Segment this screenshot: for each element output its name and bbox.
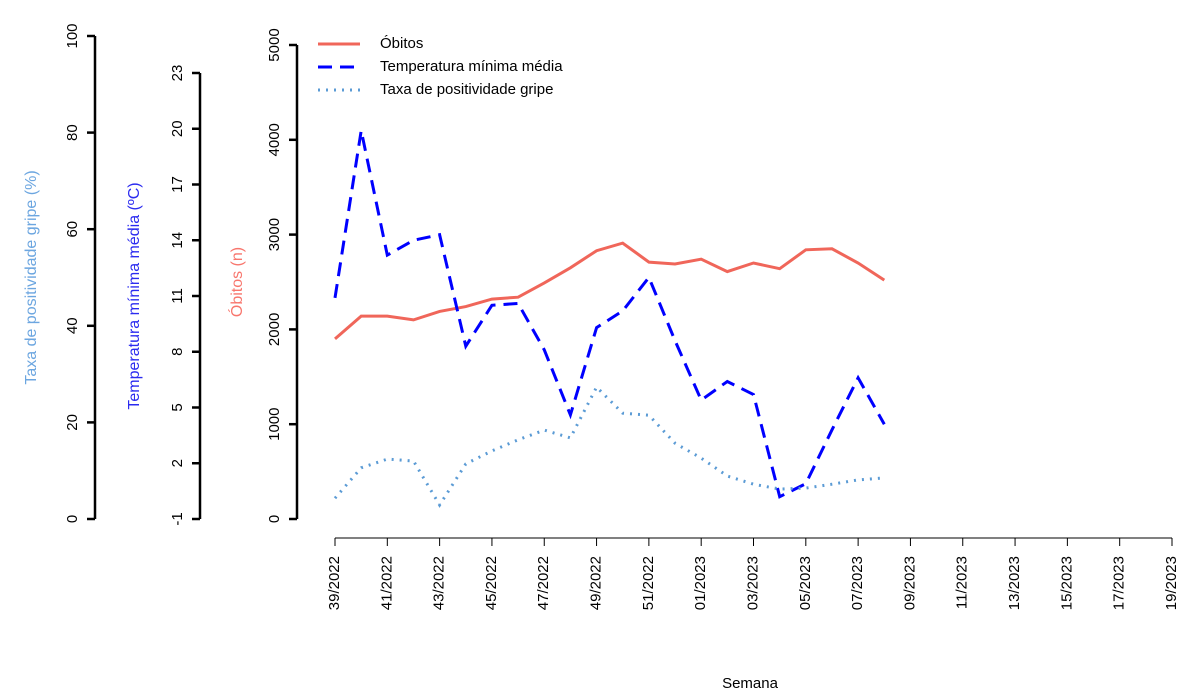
y-tick-label: 0 (266, 515, 283, 523)
x-tick-label: 03/2023 (744, 556, 761, 610)
series-line (334, 241, 886, 341)
legend-label: Óbitos (380, 35, 423, 52)
y-tick-label: 8 (169, 348, 186, 356)
x-tick-label: 15/2023 (1058, 556, 1075, 610)
x-axis-title: Semana (722, 675, 779, 692)
x-tick-label: 45/2022 (483, 556, 500, 610)
y-tick-label: 5000 (266, 28, 283, 61)
y-tick-label: 40 (64, 317, 81, 334)
y-tick-label: 80 (64, 124, 81, 141)
y-axis-title: Óbitos (n) (227, 247, 246, 317)
y-tick-label: 23 (169, 65, 186, 82)
y-axis-title: Taxa de positividade gripe (%) (23, 170, 40, 384)
legend-label: Temperatura mínima média (380, 58, 563, 75)
y-tick-label: 14 (169, 232, 186, 249)
x-tick-label: 19/2023 (1163, 556, 1180, 610)
series-line (333, 130, 886, 499)
x-tick-label: 49/2022 (588, 556, 605, 610)
y-tick-label: 1000 (266, 408, 283, 441)
y-axis-title: Temperatura mínima média (ºC) (126, 182, 143, 409)
y-tick-label: 2000 (266, 313, 283, 346)
x-tick-label: 39/2022 (326, 556, 343, 610)
y-tick-label: 2 (169, 459, 186, 467)
y-tick-label: 11 (169, 288, 186, 304)
x-tick-label: 13/2023 (1006, 556, 1023, 610)
y-tick-label: 20 (169, 120, 186, 137)
y-tick-label: 20 (64, 414, 81, 431)
x-tick-label: 09/2023 (901, 556, 918, 610)
legend-label: Taxa de positividade gripe (380, 81, 553, 98)
x-tick-label: 17/2023 (1111, 556, 1128, 610)
y-tick-label: -1 (169, 512, 186, 525)
x-tick-label: 05/2023 (797, 556, 814, 610)
y-tick-label: 0 (64, 515, 81, 523)
x-tick-label: 43/2022 (431, 556, 448, 610)
y-tick-label: 100 (64, 23, 81, 48)
x-tick-label: 07/2023 (849, 556, 866, 610)
x-tick-label: 01/2023 (692, 556, 709, 610)
y-tick-label: 5 (169, 403, 186, 411)
x-tick-label: 11/2023 (954, 556, 971, 609)
x-tick-label: 51/2022 (640, 556, 657, 610)
y-tick-label: 4000 (266, 123, 283, 156)
y-tick-label: 3000 (266, 218, 283, 251)
x-tick-label: 47/2022 (535, 556, 552, 610)
y-tick-label: 17 (169, 176, 186, 193)
y-tick-label: 60 (64, 221, 81, 238)
x-tick-label: 41/2022 (378, 556, 395, 610)
